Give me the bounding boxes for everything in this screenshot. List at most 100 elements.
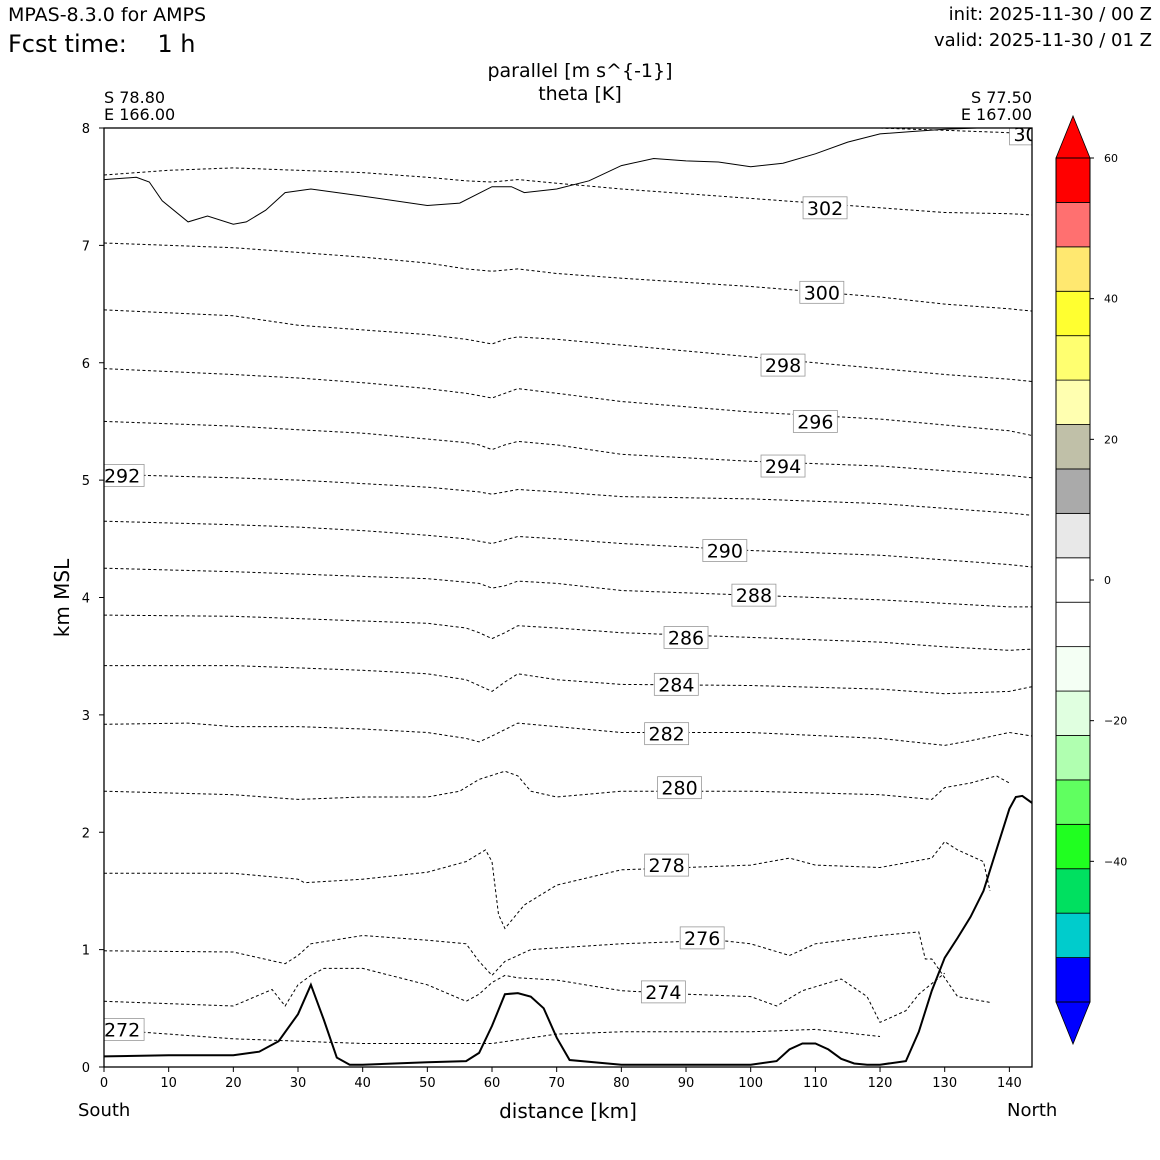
colorbar-extend-min bbox=[1055, 1001, 1091, 1046]
isentrope-label-274: 274 bbox=[645, 982, 681, 1004]
colorbar-segment-7 bbox=[1055, 646, 1091, 692]
south-label: South bbox=[78, 1100, 131, 1121]
isentrope-label-box-288 bbox=[731, 583, 777, 607]
left-longitude: E 166.00 bbox=[104, 105, 176, 124]
colorbar-tick-label-3: 0 bbox=[1104, 574, 1111, 587]
colorbar-tick-label-0: 60 bbox=[1104, 152, 1118, 165]
x-tick-label-100: 100 bbox=[738, 1076, 763, 1091]
right-endpoint-coords: S 77.50 E 167.00 bbox=[961, 89, 1032, 123]
x-tick-label-130: 130 bbox=[932, 1076, 957, 1091]
isentrope-300 bbox=[104, 242, 1032, 312]
init-time: init: 2025-11-30 / 00 Z bbox=[948, 4, 1152, 25]
colorbar-segment-18 bbox=[1055, 157, 1091, 203]
colorbar-segment-10 bbox=[1055, 512, 1091, 559]
x-tick-label-20: 20 bbox=[225, 1076, 242, 1091]
colorbar-segment-14 bbox=[1055, 335, 1091, 381]
isentrope-272 bbox=[104, 1028, 881, 1044]
isentrope-label-box-276 bbox=[679, 926, 725, 950]
model-title: MPAS-8.3.0 for AMPS bbox=[8, 4, 207, 26]
left-endpoint-coords: S 78.80 E 166.00 bbox=[104, 89, 175, 123]
y-tick-label-7: 7 bbox=[82, 239, 90, 254]
plot-area: 272 274 276 278 280 282 284 286 288 290 292 294 296 2… bbox=[104, 124, 1037, 1066]
upper-wind-contour bbox=[104, 128, 1032, 225]
chart-title: parallel [m s^{-1}] bbox=[487, 60, 673, 82]
colorbar: 60 40 20 0 −20 −40 bbox=[1055, 114, 1127, 1046]
isentrope-label-box-284 bbox=[653, 672, 699, 696]
colorbar-tick-label-5: −40 bbox=[1104, 855, 1127, 868]
isentrope-label-box-280 bbox=[657, 776, 702, 800]
isentrope-286 bbox=[104, 614, 1032, 651]
isentrope-label-278: 278 bbox=[648, 855, 684, 877]
isentrope-label-298: 298 bbox=[765, 355, 801, 377]
isentrope-292 bbox=[104, 473, 1032, 516]
isentrope-label-box-298 bbox=[760, 353, 806, 377]
y-tick-label-4: 4 bbox=[82, 592, 90, 607]
isentrope-label-300: 300 bbox=[804, 282, 840, 304]
colorbar-segment-13 bbox=[1055, 379, 1091, 425]
isentrope-label-272: 272 bbox=[104, 1019, 140, 1041]
colorbar-segment-15 bbox=[1055, 290, 1091, 337]
isentrope-label-box-282 bbox=[644, 722, 690, 746]
colorbar-segment-1 bbox=[1055, 912, 1091, 958]
y-tick-label-1: 1 bbox=[82, 944, 90, 959]
isentrope-276 bbox=[104, 931, 991, 1003]
isentrope-label-286: 286 bbox=[668, 627, 704, 649]
isentrope-label-box-304 bbox=[1009, 128, 1032, 146]
isentrope-label-box-278 bbox=[644, 853, 690, 877]
isentrope-label-292: 292 bbox=[104, 465, 140, 487]
isentrope-label-304: 30 bbox=[1013, 124, 1037, 146]
colorbar-segment-3 bbox=[1055, 823, 1091, 870]
isentrope-label-280: 280 bbox=[661, 778, 697, 800]
y-tick-label-0: 0 bbox=[82, 1061, 90, 1076]
x-tick-label-140: 140 bbox=[997, 1076, 1022, 1091]
isentrope-288 bbox=[104, 567, 1032, 608]
y-tick-label-8: 8 bbox=[82, 122, 90, 137]
isentrope-278 bbox=[104, 840, 991, 930]
y-tick-label-5: 5 bbox=[82, 474, 90, 489]
x-tick-label-40: 40 bbox=[354, 1076, 371, 1091]
valid-time: valid: 2025-11-30 / 01 Z bbox=[934, 30, 1152, 51]
isentrope-298 bbox=[104, 309, 1032, 382]
isentrope-274 bbox=[104, 967, 946, 1024]
axes: 0 10 20 30 40 50 60 70 80 90 100 110 120 130 140 0 1 2 3 4 5… bbox=[82, 122, 1033, 1091]
north-label: North bbox=[1007, 1100, 1058, 1121]
colorbar-segment-2 bbox=[1055, 868, 1091, 914]
terrain-line bbox=[104, 794, 1032, 1066]
colorbar-tick-label-1: 40 bbox=[1104, 293, 1118, 306]
x-tick-label-30: 30 bbox=[290, 1076, 307, 1091]
y-tick-label-3: 3 bbox=[82, 709, 90, 724]
isentrope-280 bbox=[104, 770, 1010, 800]
colorbar-segment-4 bbox=[1055, 779, 1091, 825]
isentrope-302 bbox=[104, 167, 1032, 216]
colorbar-segment-12 bbox=[1055, 424, 1091, 470]
right-longitude: E 167.00 bbox=[960, 105, 1032, 124]
right-latitude: S 77.50 bbox=[970, 88, 1032, 107]
left-latitude: S 78.80 bbox=[104, 88, 166, 107]
plot-contents: 272 274 276 278 280 282 284 286 288 290 292 294 296 2… bbox=[104, 124, 1037, 1066]
isentrope-label-296: 296 bbox=[797, 411, 833, 433]
forecast-time: Fcst time: 1 h bbox=[8, 30, 196, 58]
plot-frame bbox=[103, 127, 1033, 1068]
isentrope-284 bbox=[104, 665, 1032, 695]
colorbar-segment-6 bbox=[1055, 690, 1091, 736]
x-tick-label-60: 60 bbox=[484, 1076, 501, 1091]
x-tick-label-70: 70 bbox=[548, 1076, 565, 1091]
isentrope-label-294: 294 bbox=[765, 456, 801, 478]
isentrope-label-box-290 bbox=[702, 539, 748, 562]
y-tick-label-2: 2 bbox=[82, 826, 90, 841]
isentrope-label-282: 282 bbox=[648, 724, 684, 746]
colorbar-segment-17 bbox=[1055, 202, 1091, 248]
isentrope-label-box-272 bbox=[104, 1018, 145, 1041]
colorbar-segment-8 bbox=[1055, 601, 1091, 648]
colorbar-tick-label-2: 20 bbox=[1104, 433, 1118, 446]
isentrope-label-276: 276 bbox=[684, 928, 720, 950]
isentrope-label-288: 288 bbox=[736, 585, 772, 607]
isentrope-label-box-296 bbox=[792, 410, 838, 433]
isentrope-label-box-300 bbox=[799, 280, 845, 304]
isentrope-294 bbox=[104, 420, 1032, 479]
colorbar-tick-label-4: −20 bbox=[1104, 715, 1127, 728]
y-tick-label-6: 6 bbox=[82, 357, 90, 372]
x-tick-label-90: 90 bbox=[678, 1076, 695, 1091]
isentrope-label-290: 290 bbox=[707, 541, 743, 563]
